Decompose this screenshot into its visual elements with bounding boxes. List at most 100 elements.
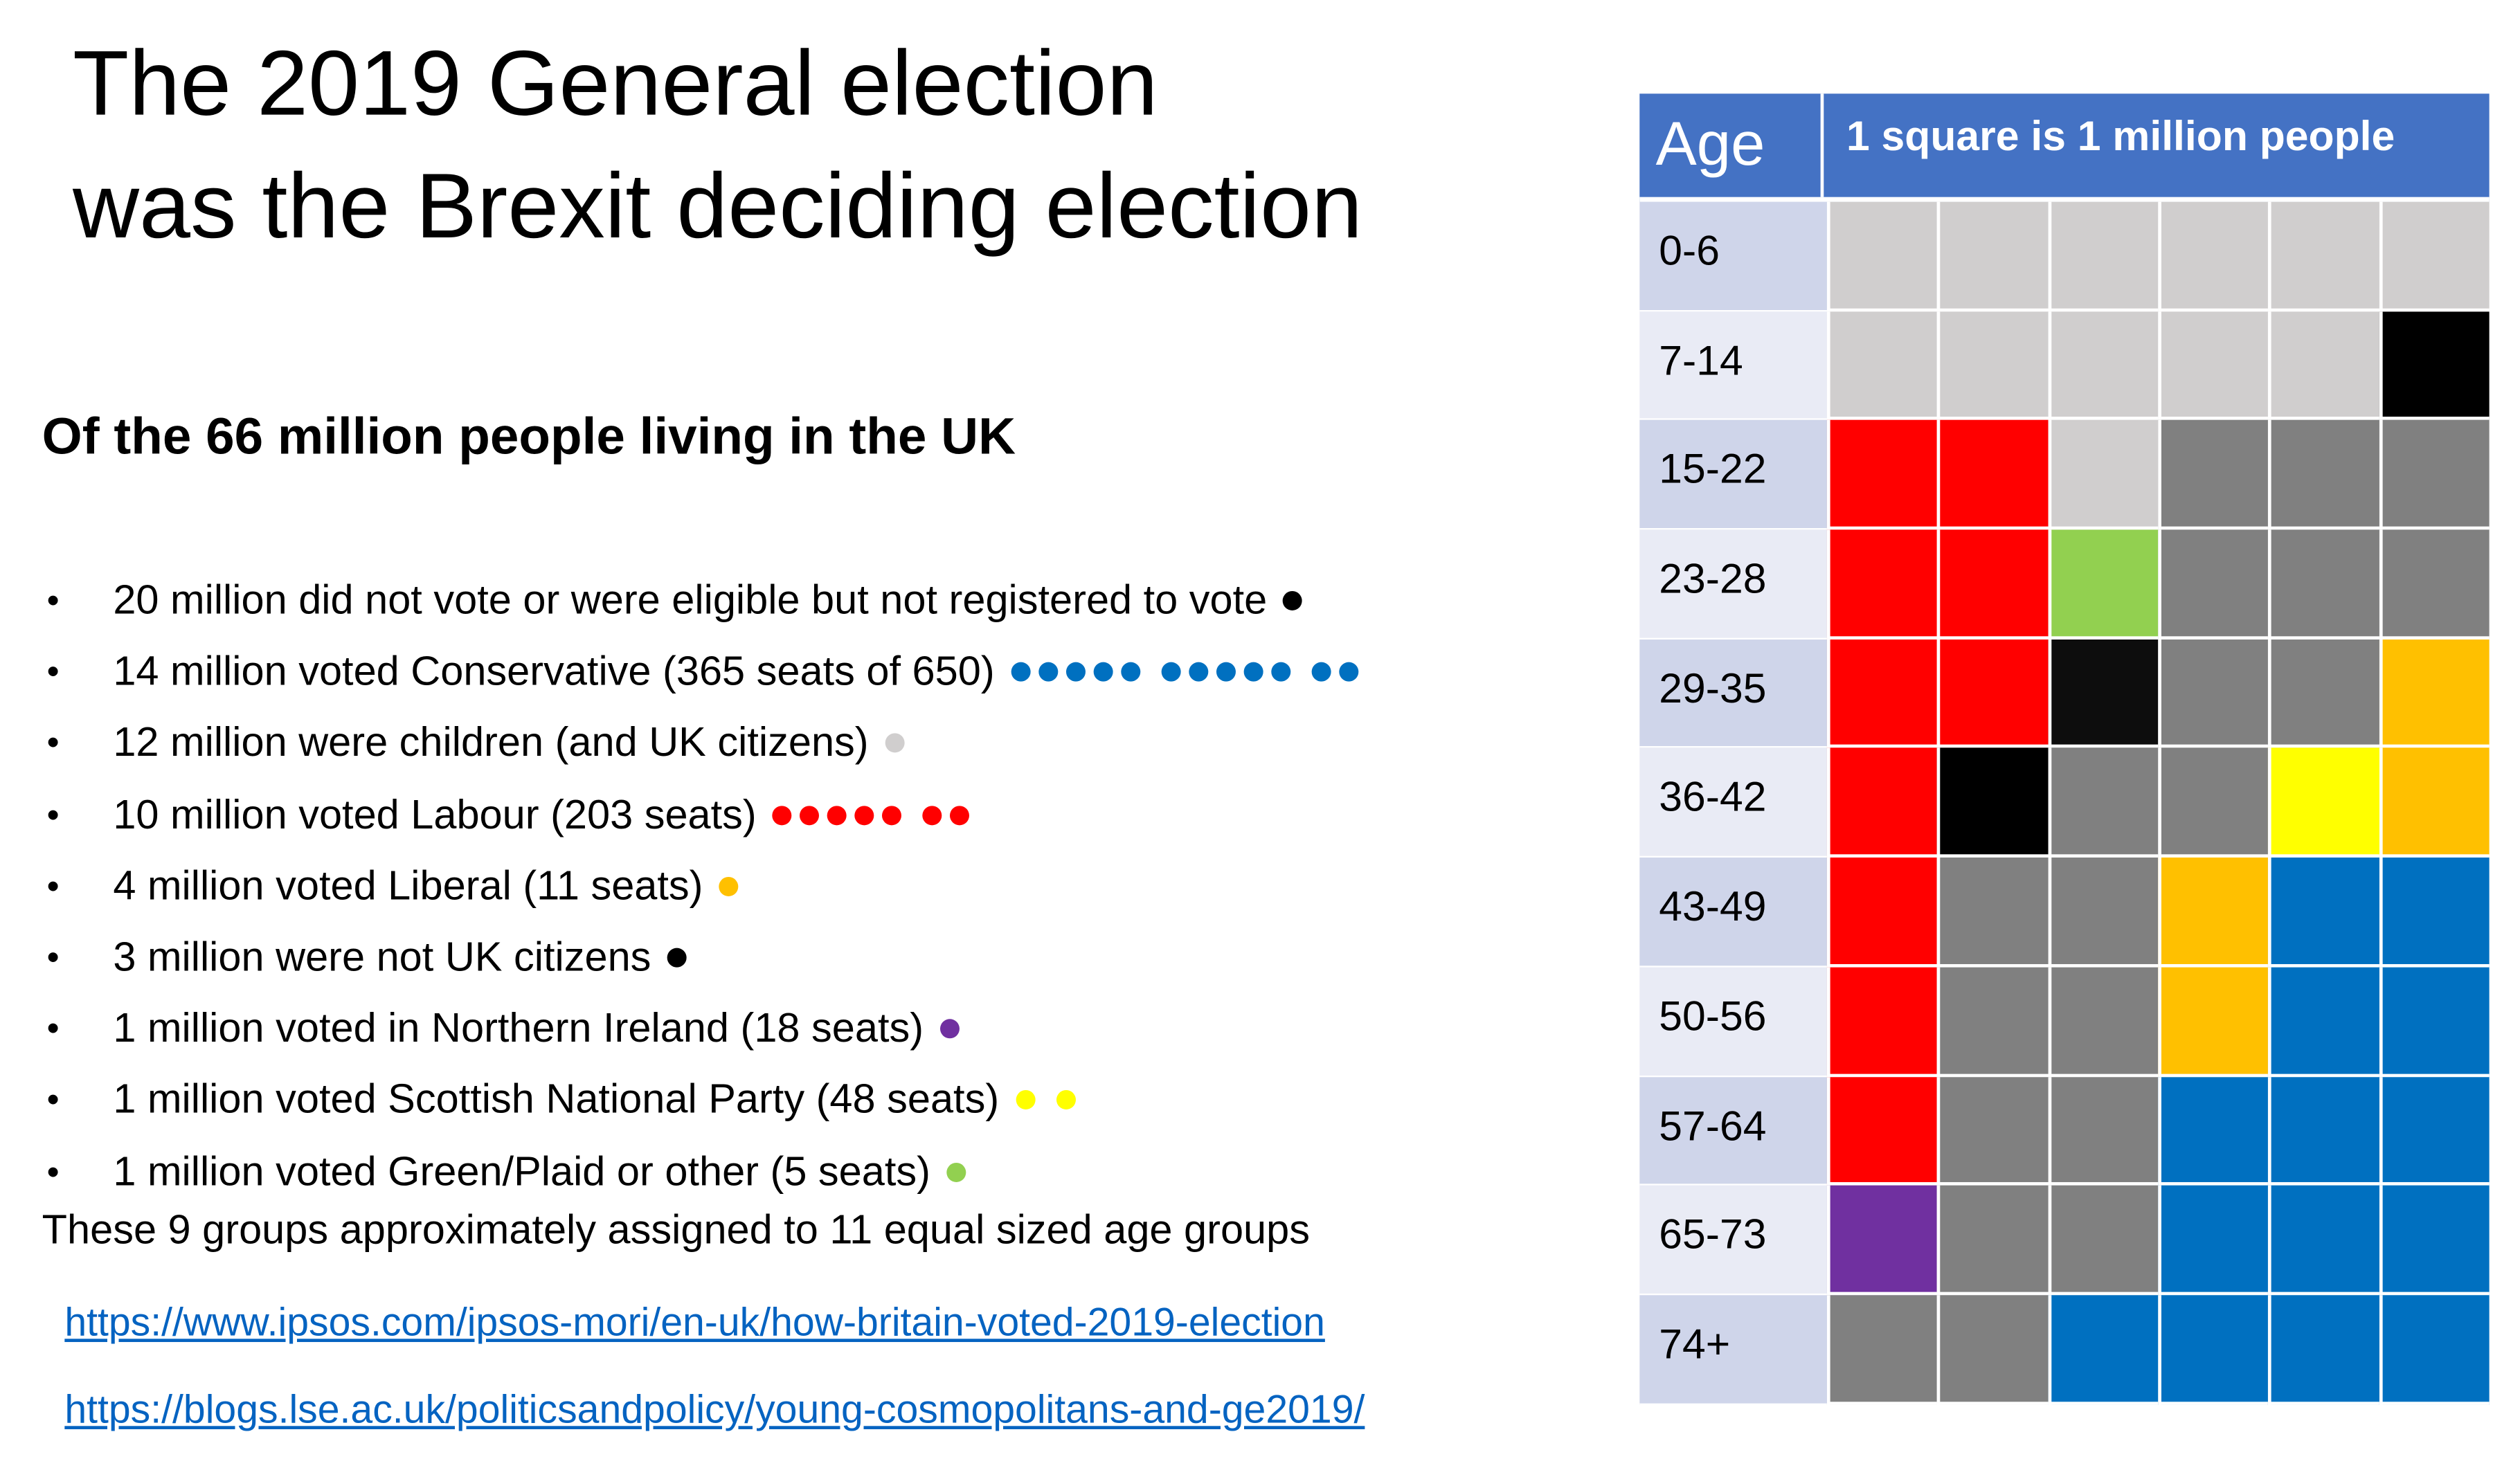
lse-link[interactable]: https://blogs.lse.ac.uk/politicsandpolic… [64, 1388, 1365, 1433]
million-square [2268, 1295, 2379, 1404]
age-label: 29-35 [1639, 639, 1827, 749]
million-square [2158, 1186, 2269, 1296]
grid-row: 23-28 [1639, 529, 2490, 640]
bullet-icon: • [46, 865, 60, 906]
million-square [1937, 1186, 2048, 1296]
dot-group [719, 876, 747, 896]
million-square [2268, 748, 2379, 858]
million-square [2158, 529, 2269, 640]
dot-icon [946, 1162, 966, 1182]
million-square [2047, 1076, 2159, 1186]
million-square [1937, 639, 2048, 749]
million-square [2379, 748, 2490, 858]
million-square [2379, 1295, 2490, 1404]
age-label: 50-56 [1639, 967, 1827, 1077]
million-square [2379, 311, 2490, 421]
age-label: 43-49 [1639, 858, 1827, 968]
bullet-text: 1 million voted Scottish National Party … [113, 1078, 1000, 1123]
million-square [2047, 1295, 2159, 1404]
age-label: 36-42 [1639, 748, 1827, 858]
million-square [1826, 1186, 1938, 1296]
million-square [2047, 639, 2159, 749]
dot-icon [923, 805, 943, 825]
bullet-text: 4 million voted Liberal (11 seats) [113, 863, 703, 909]
million-square [2158, 201, 2269, 311]
age-grid: Age 1 square is 1 million people 0-6 7-14… [1639, 93, 2490, 1404]
grid-rows: 0-6 7-14 15-22 23-28 29-35 36-42 43-49 50-56 57-… [1639, 201, 2490, 1404]
dot-icon [719, 876, 739, 896]
bullet-item: • 12 million were children (and UK citize… [42, 708, 1367, 779]
bullet-text: 20 million did not vote or were eligible… [113, 578, 1268, 624]
bullet-text: 12 million were children (and UK citizen… [113, 721, 869, 767]
grid-row: 65-73 [1639, 1186, 2490, 1296]
million-square [2268, 201, 2379, 311]
million-square [2158, 748, 2269, 858]
dot-icon [884, 734, 904, 754]
million-square [2268, 311, 2379, 421]
bullet-text: 14 million voted Conservative (365 seats… [113, 649, 995, 695]
grid-header: Age 1 square is 1 million people [1639, 93, 2490, 202]
grid-row: 43-49 [1639, 858, 2490, 968]
million-square [2158, 967, 2269, 1077]
million-square [1826, 1076, 1938, 1186]
dot-group [773, 805, 978, 825]
dot-icon [800, 805, 820, 825]
million-square [2047, 967, 2159, 1077]
million-square [1937, 311, 2048, 421]
note: These 9 groups approximately assigned to… [42, 1208, 1311, 1253]
million-square [1937, 967, 2048, 1077]
million-square [2047, 529, 2159, 640]
dot-icon [1120, 662, 1140, 682]
million-square [2047, 311, 2159, 421]
dot-group [1283, 591, 1311, 611]
million-square [2158, 639, 2269, 749]
age-label: 23-28 [1639, 529, 1827, 640]
bullet-item: • 3 million were not UK citizens [42, 922, 1367, 993]
million-square [2379, 1076, 2490, 1186]
grid-row: 57-64 [1639, 1076, 2490, 1186]
dot-icon [939, 1019, 960, 1039]
dot-group [1010, 662, 1366, 682]
title-line-2: was the Brexit deciding election [72, 154, 1363, 259]
age-label: 65-73 [1639, 1186, 1827, 1296]
million-square [2047, 858, 2159, 968]
million-square [2268, 858, 2379, 968]
million-square [1937, 1076, 2048, 1186]
grid-row: 50-56 [1639, 967, 2490, 1077]
million-square [2268, 967, 2379, 1077]
grid-row: 74+ [1639, 1295, 2490, 1404]
dot-icon [827, 805, 847, 825]
dot-group [946, 1162, 974, 1182]
dot-icon [1055, 1090, 1075, 1110]
dot-icon [1038, 662, 1058, 682]
million-square [1937, 529, 2048, 640]
dot-icon [667, 948, 687, 968]
million-square [1826, 639, 1938, 749]
dot-group [884, 734, 912, 754]
million-square [1826, 420, 1938, 530]
bullet-icon: • [46, 936, 60, 977]
dot-icon [1010, 662, 1030, 682]
age-label: 57-64 [1639, 1076, 1827, 1186]
dot-icon [1311, 662, 1331, 682]
age-label: 74+ [1639, 1295, 1827, 1404]
dot-icon [1216, 662, 1236, 682]
million-square [1937, 420, 2048, 530]
bullet-icon: • [46, 651, 60, 692]
age-label: 15-22 [1639, 420, 1827, 530]
million-square [2379, 967, 2490, 1077]
million-square [2047, 201, 2159, 311]
ipsos-link[interactable]: https://www.ipsos.com/ipsos-mori/en-uk/h… [64, 1301, 1325, 1345]
age-label: 0-6 [1639, 201, 1827, 311]
million-square [2268, 420, 2379, 530]
bullet-icon: • [46, 1079, 60, 1120]
dot-icon [1160, 662, 1180, 682]
million-square [2047, 1186, 2159, 1296]
dot-group [939, 1019, 967, 1039]
dot-icon [1188, 662, 1208, 682]
bullet-item: • 10 million voted Labour (203 seats) [42, 779, 1367, 851]
million-square [2268, 529, 2379, 640]
million-square [1937, 748, 2048, 858]
dot-icon [1015, 1090, 1035, 1110]
